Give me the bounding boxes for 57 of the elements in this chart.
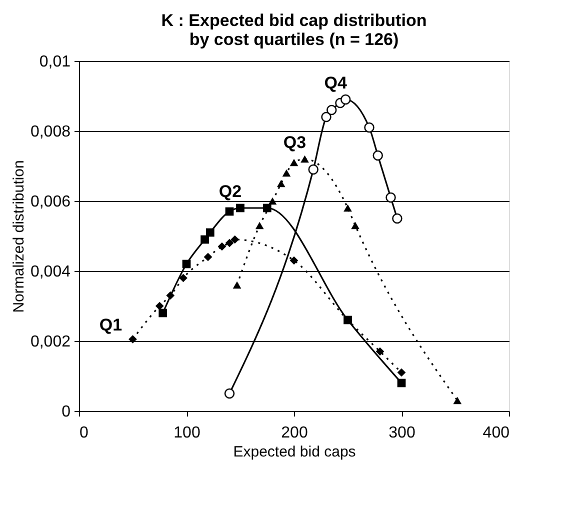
y-tick-label: 0,008 (30, 124, 71, 140)
x-axis-title: Expected bid caps (233, 444, 356, 460)
text: K : Expected bid cap distribution (161, 11, 427, 30)
point (232, 281, 242, 289)
y-axis-title: Normalized distribution (10, 160, 28, 313)
point (255, 222, 264, 230)
point (230, 235, 240, 244)
point (351, 222, 360, 230)
point (236, 204, 244, 212)
series-label: Q4 (324, 74, 348, 92)
point (326, 104, 337, 116)
y-tick-label: 0,004 (30, 264, 71, 280)
point (206, 228, 214, 237)
point (376, 347, 384, 356)
point (321, 112, 332, 122)
point (128, 335, 137, 344)
text: by cost quartiles (n = 126) (189, 30, 399, 49)
point (224, 388, 235, 399)
point (344, 316, 352, 324)
point (372, 150, 383, 161)
point (179, 274, 188, 282)
point (453, 396, 462, 404)
point (300, 155, 309, 163)
point (308, 164, 318, 175)
x-tick-label: 0 (80, 424, 88, 442)
series-label: Q3 (283, 133, 306, 152)
point (276, 180, 286, 188)
point (218, 242, 226, 251)
x-tick-label: 300 (388, 424, 416, 442)
y-tick-label: 0,006 (30, 194, 71, 210)
point (397, 378, 406, 388)
x-tick-label: 100 (174, 424, 200, 442)
y-tick-label: 0,002 (30, 334, 71, 350)
point (155, 302, 164, 310)
point (182, 260, 191, 268)
point (397, 368, 406, 377)
point (268, 197, 277, 205)
y-tick-label: 0 (62, 404, 71, 420)
point (290, 256, 298, 265)
point (386, 192, 396, 203)
series-label: Q1 (99, 315, 122, 334)
point (225, 207, 234, 216)
point (282, 169, 291, 177)
point (344, 204, 352, 212)
series-label: Q2 (218, 182, 242, 201)
point (204, 252, 212, 262)
point (392, 213, 402, 224)
y-tick-label: 0,01 (39, 54, 71, 70)
x-tick-label: 400 (482, 424, 510, 442)
point (364, 122, 374, 133)
point (225, 238, 234, 248)
point (340, 94, 351, 105)
point (290, 158, 298, 166)
point (158, 308, 168, 318)
x-tick-label: 200 (281, 424, 308, 442)
point (200, 235, 209, 244)
point (262, 204, 272, 212)
